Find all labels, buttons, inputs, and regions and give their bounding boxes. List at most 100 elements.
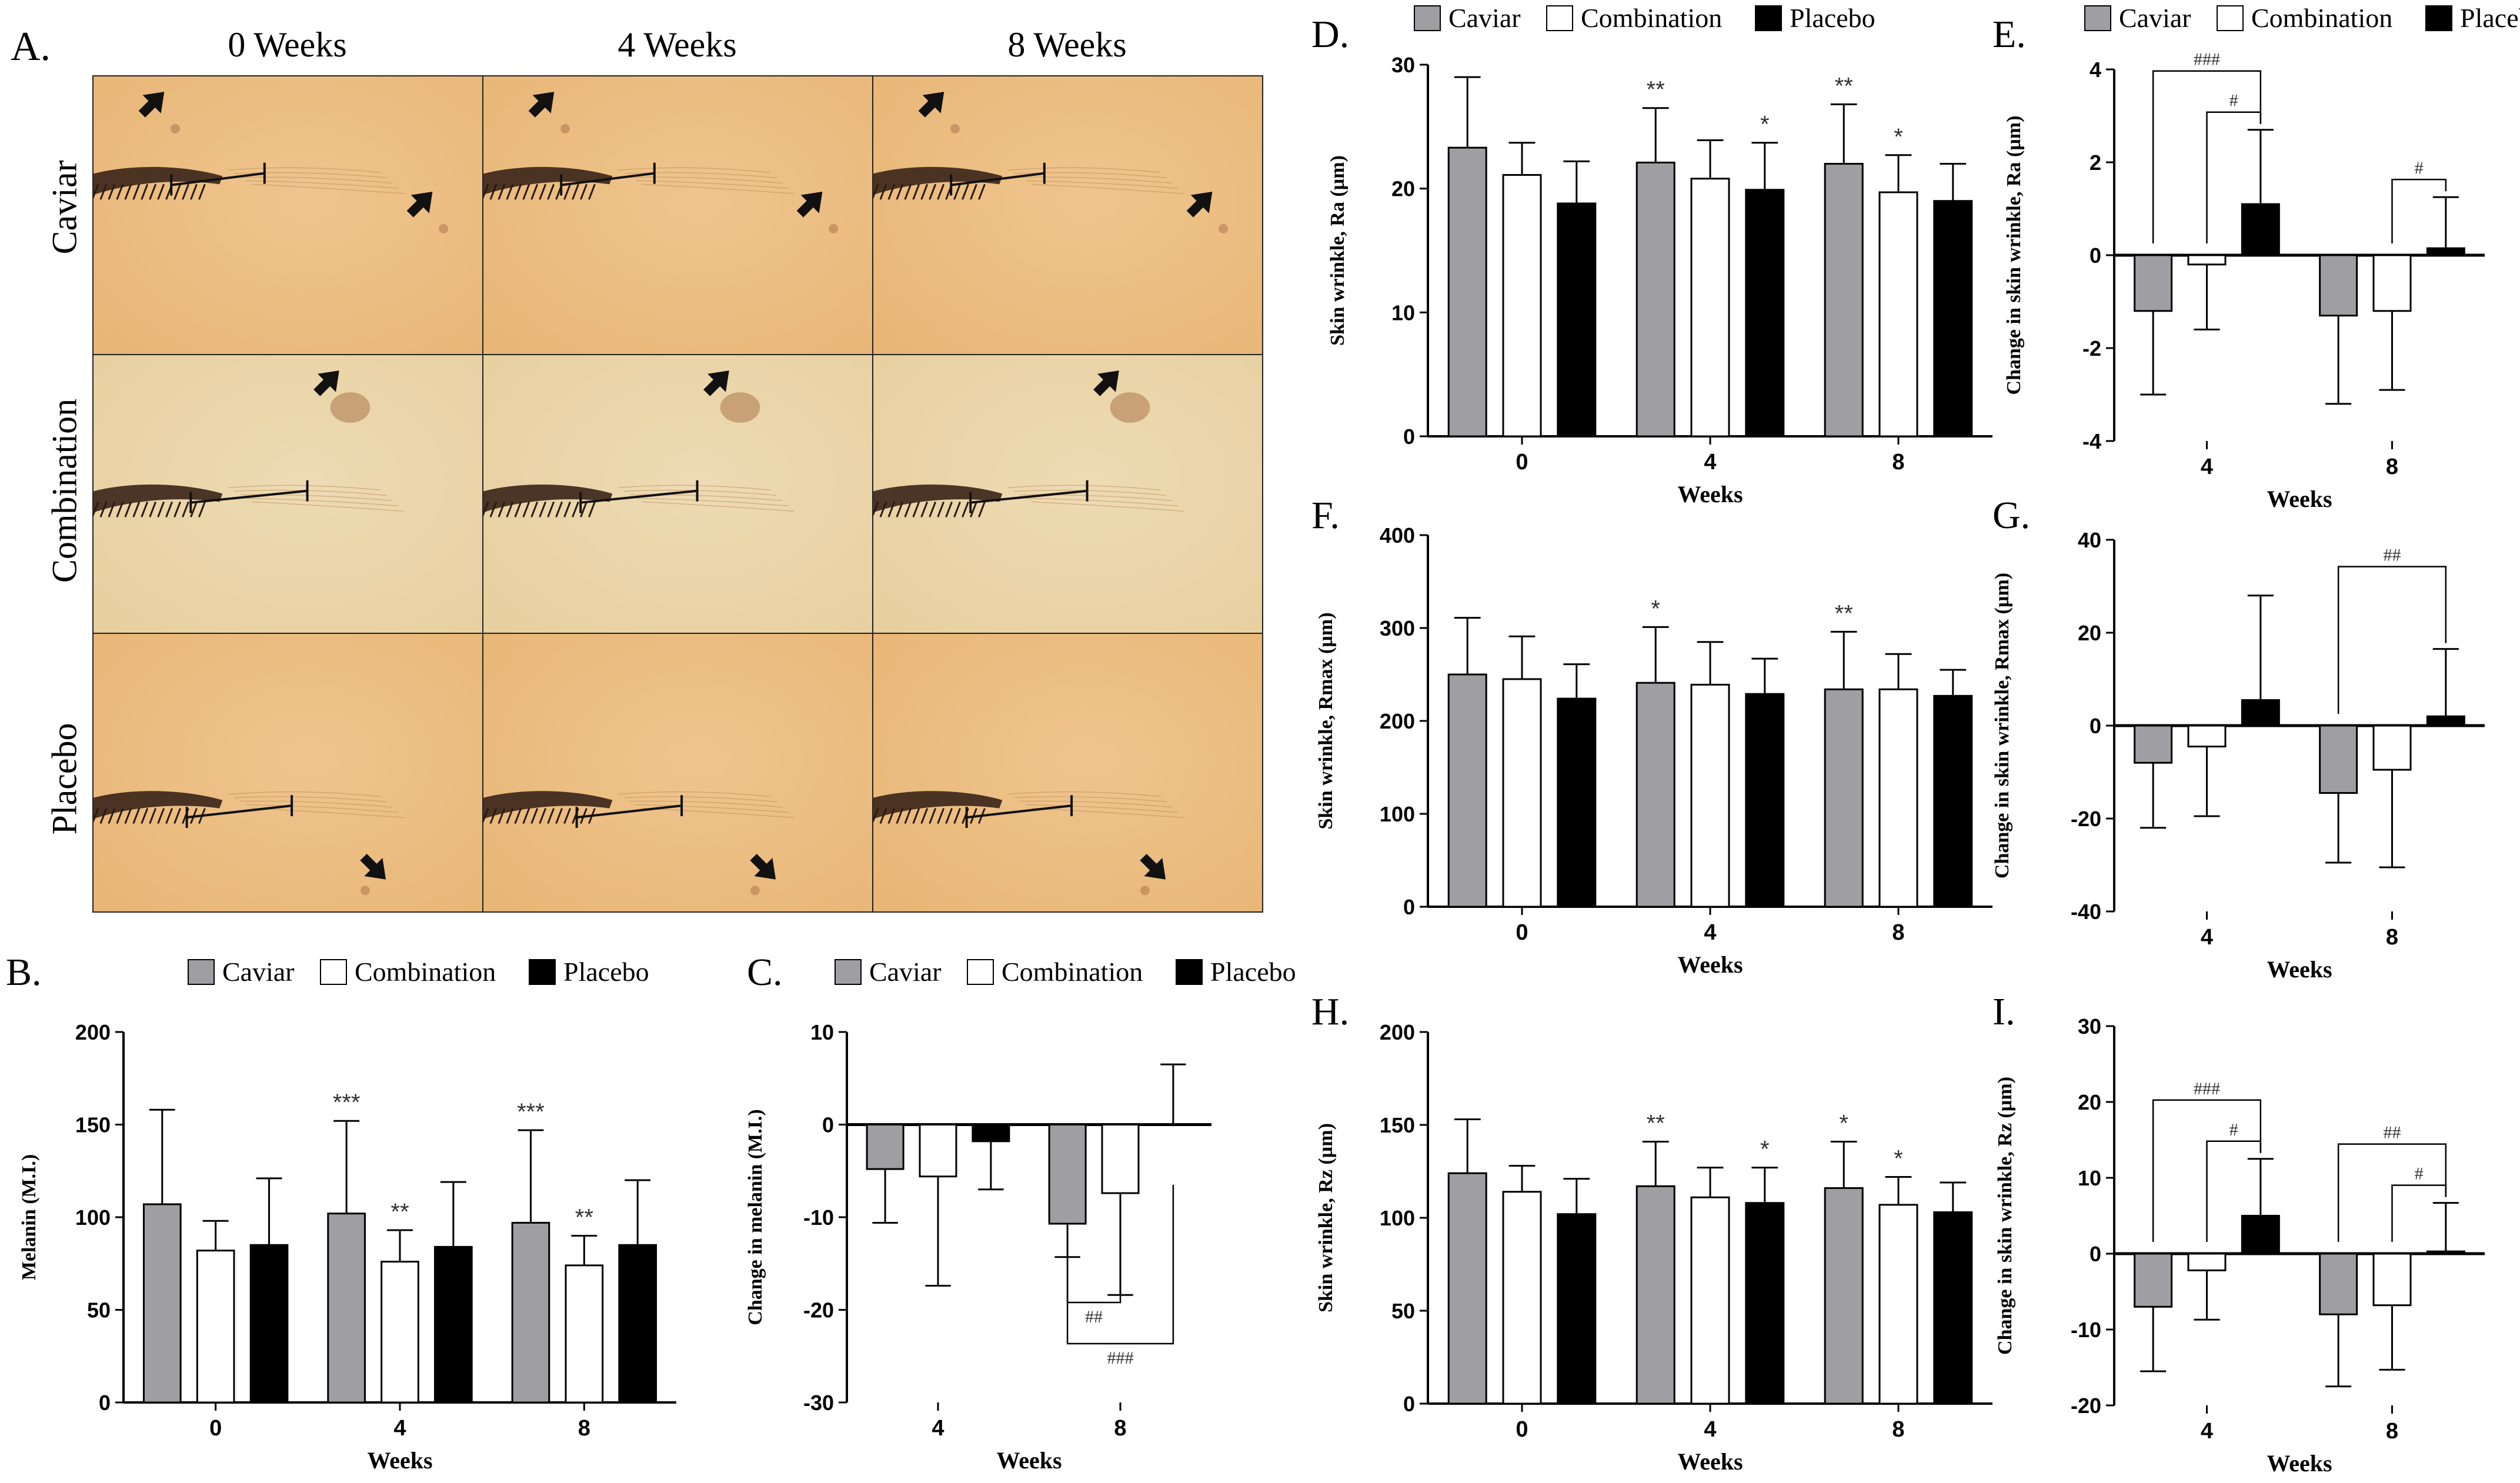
eyelash [978,501,986,517]
bar-combination-8 [1878,688,1918,908]
bar-placebo-8 [1933,200,1973,437]
bar-combination-4 [919,1124,957,1178]
eyelash [887,501,896,517]
eyelash [165,501,173,517]
bar-combination-0 [1502,173,1542,437]
x-axis-title: Weeks [1677,481,1743,507]
panel-h-label: H. [1311,990,1349,1033]
skin-photo-r2-c0 [92,633,483,913]
comparison-marker: ## [1085,1307,1103,1327]
eyelash [539,183,547,200]
comparison-bracket [2391,179,2447,243]
eyelash [94,501,99,517]
measure-bracket [966,804,1072,819]
x-tick-label: 8 [2386,455,2398,479]
eyelash [498,808,506,824]
lesion-arrow [1093,370,1119,396]
eyelash [879,501,887,517]
eyelash [165,808,173,824]
bar-caviar-0 [1447,146,1487,437]
panel-d-label: D. [1311,13,1349,56]
y-tick-label: 200 [1380,709,1415,733]
panel-e-label: E. [1992,13,2026,56]
eyelash [99,808,108,824]
y-tick-label: 200 [1380,1020,1415,1044]
x-axis-title: Weeks [2267,486,2332,512]
bar-caviar-4 [327,1213,366,1404]
y-tick-label: 200 [75,1020,111,1044]
x-axis-title: Weeks [2267,1450,2332,1477]
legend-label-combination: Combination [1002,957,1143,987]
eyelash [108,808,116,824]
y-axis-title: Melanin (M.I.) [18,1154,40,1280]
eyelash [99,183,108,200]
skin-background [94,634,482,911]
y-tick-label: 2 [2090,151,2101,175]
y-tick-label: 0 [2090,1242,2101,1266]
x-axis-title: Weeks [2267,956,2332,983]
eyelash [873,808,879,823]
skin-crease [228,485,381,491]
comparison-marker: # [2415,158,2424,178]
legend-swatch-placebo [1755,5,1782,31]
column-header-8-weeks: 8 Weeks [1007,25,1127,64]
bar-combination-8 [565,1264,604,1404]
comparison-bracket [2152,70,2262,243]
legend-swatch-placebo [2425,5,2452,31]
y-tick-label: 10 [810,1020,834,1044]
pigmented-spot [1110,392,1150,423]
skin-photo-r1-c1 [482,354,873,634]
eyelash [539,808,547,824]
x-tick-label: 8 [578,1416,590,1441]
eyelash [124,808,132,824]
panel-c-label: C. [747,951,783,994]
eyelash [953,183,961,200]
significance-marker: * [1894,124,1903,150]
legend-label-caviar: Caviar [869,957,942,987]
eyelash [108,183,116,200]
panel-g-label: G. [1992,494,2030,537]
x-tick-label: 0 [1516,920,1528,945]
comparison-marker: ### [2194,50,2220,69]
y-tick-label: 300 [1380,616,1415,640]
skin-crease [624,796,777,803]
skin-photo-r0-c2 [872,75,1263,355]
bar-caviar-8 [2319,254,2358,317]
y-tick-label: 0 [99,1391,111,1415]
bar-combination-8 [1878,1204,1918,1405]
chart-c: C. Caviar Combination Placebo -30 -20 -10 0 10 4 8… [745,951,1296,1474]
eyelash [945,501,953,517]
chart-g: G. -40 -20 0 20 40 4 8 ## Weeks Change in skin wri… [1991,494,2485,983]
y-tick-label: 0 [822,1113,834,1137]
skin-photo-image [94,355,482,633]
eyelash [498,501,506,517]
bar-placebo-4 [434,1245,473,1404]
bar-caviar-8 [1824,1187,1864,1405]
x-tick-label: 8 [1892,1417,1904,1442]
eyelash [873,183,879,199]
bar-caviar-4 [1636,161,1675,437]
eyelash [879,183,887,200]
eyelash [483,183,489,199]
eyelash-line [483,791,613,819]
x-tick-label: 8 [2386,925,2398,950]
bar-combination-4 [2187,1252,2227,1271]
column-header-4-weeks: 4 Weeks [618,25,737,64]
x-axis-title: Weeks [1677,1448,1743,1475]
skin-crease [1026,804,1179,813]
eyelash [563,183,571,200]
y-tick-label: 150 [1380,1113,1415,1137]
legend-swatch-caviar [835,959,862,985]
eyelash [173,808,181,824]
y-axis-title: Change in melanin (M.I.) [745,1109,766,1325]
y-tick-label: 0 [2090,714,2101,738]
panel-f-label: F. [1311,494,1340,537]
eyelash [141,501,149,517]
comparison-marker: ## [2384,546,2401,565]
eyelash [132,808,141,824]
pigmented-spot [330,392,371,423]
x-tick-label: 8 [2386,1419,2398,1444]
eyelash [489,501,498,517]
